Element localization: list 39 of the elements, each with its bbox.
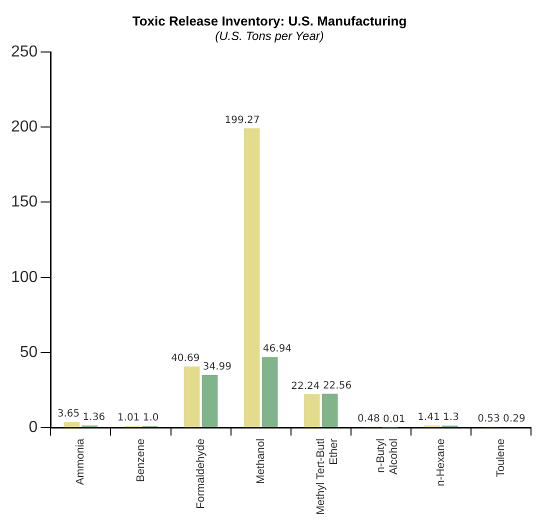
data-label: 0.29 bbox=[503, 414, 526, 425]
bar bbox=[244, 128, 260, 428]
data-label: 0.01 bbox=[382, 414, 406, 426]
y-tick-label: 200 bbox=[10, 118, 38, 136]
data-label: 0.48 bbox=[358, 413, 380, 424]
data-label: 22.56 bbox=[322, 380, 352, 392]
x-tick-label: Formaldehyde bbox=[194, 438, 207, 509]
y-tick-label: 0 bbox=[28, 418, 38, 436]
data-label: 199.27 bbox=[224, 114, 260, 126]
x-tick-label: Toulene bbox=[495, 438, 508, 478]
bar bbox=[304, 394, 320, 428]
bar bbox=[262, 357, 278, 428]
data-label: 40.69 bbox=[171, 353, 200, 364]
data-label: 1.41 bbox=[418, 412, 440, 424]
data-label: 34.99 bbox=[202, 362, 232, 373]
data-label: 1.3 bbox=[443, 412, 459, 424]
data-label: 1.36 bbox=[82, 412, 106, 424]
x-tick-label: n-Hexane bbox=[434, 438, 447, 486]
y-tick-label: 250 bbox=[10, 43, 38, 60]
x-tick-label: Methanol bbox=[254, 438, 267, 484]
data-label: 1.01 bbox=[117, 412, 140, 424]
x-tick-label: Methyl Tert-Butl Ether bbox=[314, 438, 340, 515]
data-label: 22.24 bbox=[291, 380, 320, 392]
x-tick-label: n-Butyl Alcohol bbox=[374, 438, 400, 475]
y-tick-label: 150 bbox=[10, 194, 38, 211]
y-tick-label: 50 bbox=[20, 344, 38, 361]
bar bbox=[322, 394, 338, 428]
chart-title: Toxic Release Inventory: U.S. Manufacturing bbox=[132, 13, 407, 28]
bar bbox=[184, 366, 200, 428]
data-label: 0.53 bbox=[478, 413, 500, 424]
chart-subtitle: (U.S. Tons per Year) bbox=[215, 29, 324, 44]
bar bbox=[64, 422, 80, 428]
data-label: 3.65 bbox=[57, 408, 80, 420]
data-label: 46.94 bbox=[262, 344, 292, 355]
bar bbox=[202, 375, 218, 428]
x-tick-label: Ammonia bbox=[74, 438, 87, 486]
data-label: 1.0 bbox=[142, 412, 159, 424]
y-tick-label: 100 bbox=[10, 268, 38, 286]
x-tick-label: Benzene bbox=[134, 438, 147, 482]
